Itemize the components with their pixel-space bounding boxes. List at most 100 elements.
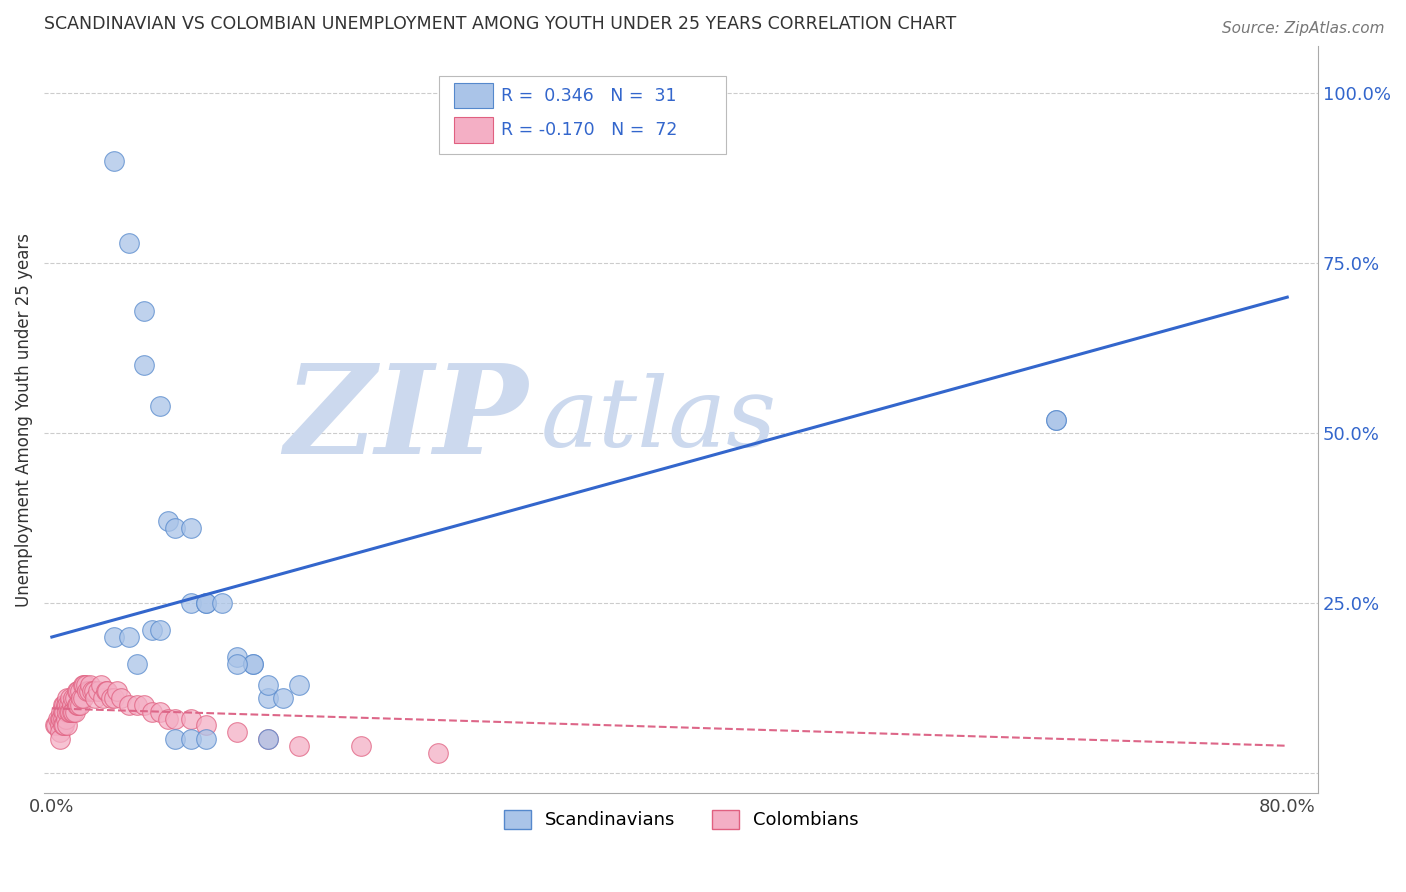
Point bbox=[83, 684, 105, 698]
Point bbox=[55, 698, 77, 712]
Point bbox=[165, 731, 187, 746]
Point bbox=[56, 705, 79, 719]
Point bbox=[49, 712, 72, 726]
Point bbox=[257, 731, 280, 746]
Point bbox=[134, 358, 156, 372]
Point bbox=[67, 698, 90, 712]
FancyBboxPatch shape bbox=[439, 76, 725, 154]
Point bbox=[72, 691, 94, 706]
Point bbox=[59, 705, 82, 719]
Point bbox=[48, 731, 70, 746]
Point bbox=[87, 684, 110, 698]
Point bbox=[46, 712, 69, 726]
Point bbox=[103, 630, 125, 644]
Point bbox=[257, 691, 280, 706]
Point bbox=[195, 731, 218, 746]
Point bbox=[103, 154, 125, 169]
Point bbox=[94, 684, 117, 698]
Point bbox=[70, 691, 93, 706]
Point bbox=[110, 691, 132, 706]
Point bbox=[226, 650, 249, 665]
Point bbox=[165, 712, 187, 726]
Point bbox=[211, 596, 233, 610]
Point bbox=[149, 705, 172, 719]
Point bbox=[118, 630, 141, 644]
Point bbox=[58, 698, 80, 712]
Point bbox=[195, 596, 218, 610]
Point bbox=[242, 657, 264, 672]
Point bbox=[90, 677, 112, 691]
Text: atlas: atlas bbox=[541, 373, 778, 467]
Text: ZIP: ZIP bbox=[284, 359, 529, 480]
Point bbox=[56, 718, 79, 732]
Point bbox=[73, 677, 96, 691]
Point bbox=[75, 677, 97, 691]
Point bbox=[63, 691, 86, 706]
Point bbox=[242, 657, 264, 672]
Point bbox=[48, 718, 70, 732]
Point bbox=[96, 684, 118, 698]
Text: R =  0.346   N =  31: R = 0.346 N = 31 bbox=[502, 87, 676, 104]
Point bbox=[69, 684, 91, 698]
Point bbox=[1045, 412, 1067, 426]
Point bbox=[195, 596, 218, 610]
Text: SCANDINAVIAN VS COLOMBIAN UNEMPLOYMENT AMONG YOUTH UNDER 25 YEARS CORRELATION CH: SCANDINAVIAN VS COLOMBIAN UNEMPLOYMENT A… bbox=[44, 15, 956, 33]
Point bbox=[226, 657, 249, 672]
Point bbox=[141, 705, 163, 719]
Point bbox=[53, 705, 76, 719]
Point bbox=[67, 684, 90, 698]
Point bbox=[59, 691, 82, 706]
Point bbox=[125, 657, 148, 672]
Point bbox=[125, 698, 148, 712]
Point bbox=[226, 725, 249, 739]
Point bbox=[134, 303, 156, 318]
Point bbox=[69, 698, 91, 712]
Point bbox=[195, 718, 218, 732]
Point bbox=[60, 698, 83, 712]
Point bbox=[56, 691, 79, 706]
Point bbox=[426, 746, 449, 760]
Point bbox=[134, 698, 156, 712]
Point bbox=[52, 705, 75, 719]
Text: Source: ZipAtlas.com: Source: ZipAtlas.com bbox=[1222, 21, 1385, 36]
Point bbox=[257, 731, 280, 746]
Point bbox=[105, 684, 128, 698]
Point bbox=[180, 596, 202, 610]
Point bbox=[48, 725, 70, 739]
Point bbox=[149, 399, 172, 413]
Point bbox=[156, 515, 179, 529]
Point bbox=[180, 712, 202, 726]
Point bbox=[84, 691, 107, 706]
Legend: Scandinavians, Colombians: Scandinavians, Colombians bbox=[496, 803, 866, 837]
Point bbox=[44, 718, 66, 732]
Point bbox=[1045, 412, 1067, 426]
Point bbox=[257, 677, 280, 691]
Point bbox=[52, 718, 75, 732]
Point bbox=[288, 739, 311, 753]
Point bbox=[65, 684, 87, 698]
Point bbox=[65, 698, 87, 712]
Point bbox=[56, 698, 79, 712]
Point bbox=[72, 677, 94, 691]
Point bbox=[77, 684, 100, 698]
Point bbox=[103, 691, 125, 706]
FancyBboxPatch shape bbox=[454, 83, 492, 109]
Point bbox=[165, 521, 187, 535]
Point bbox=[55, 712, 77, 726]
Point bbox=[52, 712, 75, 726]
Point bbox=[350, 739, 373, 753]
Point bbox=[91, 691, 114, 706]
Y-axis label: Unemployment Among Youth under 25 years: Unemployment Among Youth under 25 years bbox=[15, 233, 32, 607]
Point bbox=[100, 691, 122, 706]
Point bbox=[49, 705, 72, 719]
Text: R = -0.170   N =  72: R = -0.170 N = 72 bbox=[502, 121, 678, 139]
Point bbox=[48, 712, 70, 726]
Point bbox=[53, 718, 76, 732]
Point bbox=[45, 718, 67, 732]
Point bbox=[60, 705, 83, 719]
Point bbox=[118, 698, 141, 712]
Point bbox=[118, 235, 141, 250]
Point bbox=[58, 705, 80, 719]
Point bbox=[149, 624, 172, 638]
Point bbox=[52, 698, 75, 712]
